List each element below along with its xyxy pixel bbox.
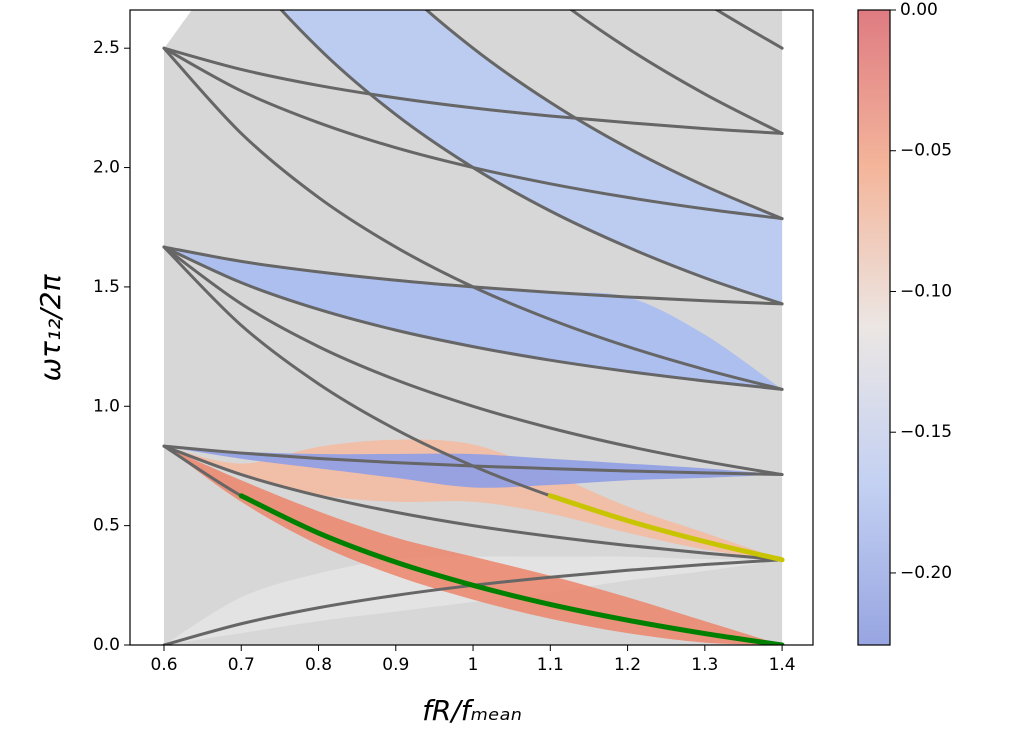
series-line [238,493,785,645]
plot-frame [129,9,814,646]
series-line [547,493,785,563]
x-tick-label: 1.1 [537,655,564,675]
y-tick-label: 2.5 [93,38,120,58]
series-line [569,10,784,135]
x-tick-label: 1.3 [691,655,718,675]
colorbar-tick-label: −0.15 [900,422,952,442]
x-tick-label: 0.7 [228,655,255,675]
series-line [162,245,784,477]
x-tick-label: 1.4 [769,655,796,675]
y-tick-label: 0.5 [93,516,120,536]
colorbar-tick-label: −0.20 [900,563,952,583]
series-line [279,10,784,306]
colorbar [857,9,891,646]
x-tick-label: 0.8 [305,655,332,675]
colorbar-tick-label: −0.10 [900,281,952,301]
band [163,556,783,645]
series-line [162,46,784,221]
series-line [162,46,784,135]
series-line [162,46,784,391]
band [281,10,783,304]
y-tick-label: 2.0 [93,158,120,178]
series-line [162,245,784,306]
band [163,247,783,390]
y-tick-label: 0.0 [93,635,120,655]
series-line [424,10,784,221]
x-axis-label: fR/fₘₑₐₙ [422,694,522,727]
y-tick-label: 1.5 [93,277,120,297]
y-axis-label: ωτ₁₂/2π [34,273,67,381]
band [163,439,783,560]
colorbar-tick-label: 0.00 [900,0,938,20]
colorbar-tick-label: −0.05 [900,141,952,161]
x-tick-label: 1.2 [614,655,641,675]
y-tick-label: 1.0 [93,396,120,416]
plot-area [162,10,785,645]
series-line [162,444,784,562]
x-tick-label: 0.6 [150,655,177,675]
x-tick-label: 1 [468,655,479,675]
series-line [162,245,784,391]
x-tick-label: 0.9 [382,655,409,675]
